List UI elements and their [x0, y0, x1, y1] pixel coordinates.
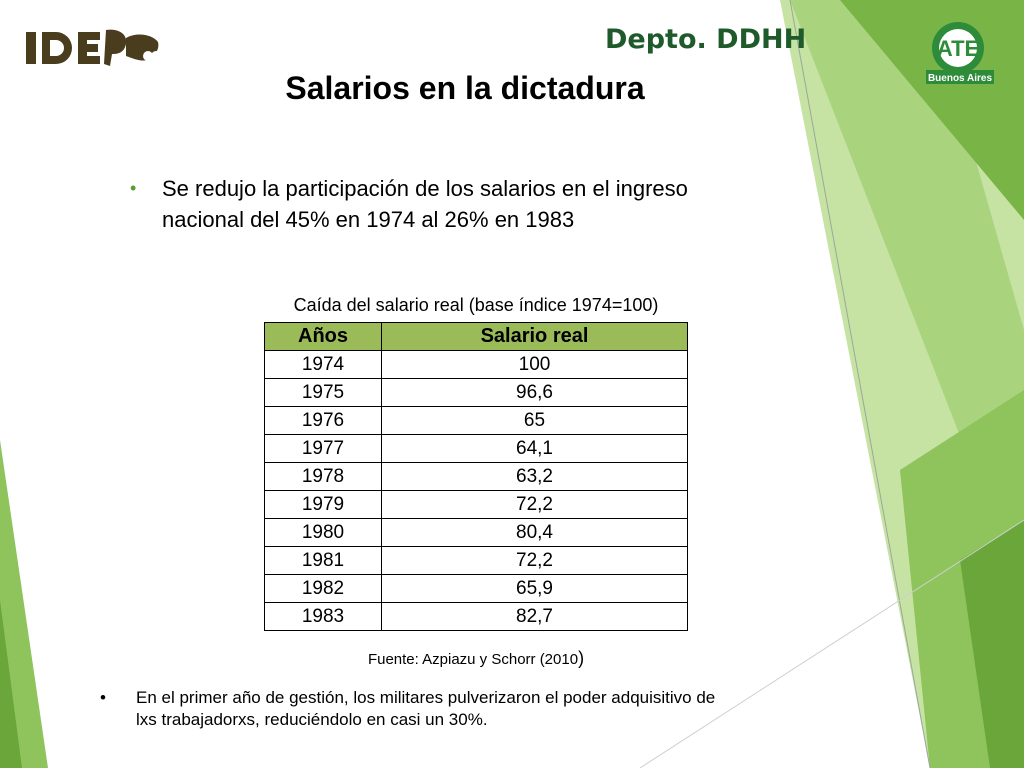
- bullet-text: En el primer año de gestión, los militar…: [136, 688, 716, 729]
- source-text: Fuente: Azpiazu y Schorr (2010: [367, 651, 579, 668]
- year-cell: 1977: [264, 434, 382, 463]
- table-row: 1975 96,6: [264, 378, 688, 407]
- salary-cell: 64,1: [381, 434, 688, 463]
- table-row: 1977 64,1: [264, 434, 688, 463]
- salary-cell: 82,7: [381, 602, 688, 631]
- year-cell: 1976: [264, 406, 382, 435]
- salary-cell: 80,4: [381, 518, 688, 547]
- table-caption: Caída del salario real (base índice 1974…: [293, 295, 659, 315]
- salary-cell: 72,2: [381, 546, 688, 575]
- year-cell: 1982: [264, 574, 382, 603]
- year-cell: 1975: [264, 378, 382, 407]
- salary-cell: 72,2: [381, 490, 688, 519]
- table-source: Fuente: Azpiazu y Schorr (2010): [264, 648, 688, 669]
- table-row: 1981 72,2: [264, 546, 688, 575]
- table-row: 1976 65: [264, 406, 688, 435]
- bullet-dot-icon: •: [100, 688, 106, 707]
- header-real-salary: Salario real: [381, 322, 688, 351]
- year-cell: 1979: [264, 490, 382, 519]
- bullet-text: Se redujo la participación de los salari…: [162, 176, 688, 232]
- salary-table: Años Salario real 1974 100 1975 96,6 1976 6…: [264, 322, 688, 631]
- header-years: Años: [264, 322, 382, 351]
- department-label: Depto. DDHH: [605, 24, 807, 55]
- svg-text:Buenos Aires: Buenos Aires: [928, 73, 993, 84]
- bullet-item: • Se redujo la participación de los sala…: [130, 173, 700, 235]
- table-row: 1974 100: [264, 350, 688, 379]
- salary-cell: 65: [381, 406, 688, 435]
- table-row: 1979 72,2: [264, 490, 688, 519]
- bullet-item: • En el primer año de gestión, los milit…: [100, 687, 720, 731]
- year-cell: 1974: [264, 350, 382, 379]
- year-cell: 1978: [264, 462, 382, 491]
- bullet-dot-icon: •: [130, 178, 137, 198]
- source-closing-paren: ): [578, 648, 585, 668]
- salary-cell: 63,2: [381, 462, 688, 491]
- year-cell: 1980: [264, 518, 382, 547]
- table-row: 1980 80,4: [264, 518, 688, 547]
- svg-text:ATE: ATE: [937, 36, 979, 61]
- table-row: 1978 63,2: [264, 462, 688, 491]
- slide-title: Salarios en la dictadura: [285, 70, 645, 106]
- idep-logo: [26, 29, 161, 66]
- year-cell: 1983: [264, 602, 382, 631]
- ate-logo: ATE Buenos Aires: [926, 22, 994, 84]
- salary-cell: 100: [381, 350, 688, 379]
- salary-cell: 65,9: [381, 574, 688, 603]
- salary-cell: 96,6: [381, 378, 688, 407]
- table-header-row: Años Salario real: [264, 322, 688, 351]
- table-row: 1983 82,7: [264, 602, 688, 631]
- table-row: 1982 65,9: [264, 574, 688, 603]
- year-cell: 1981: [264, 546, 382, 575]
